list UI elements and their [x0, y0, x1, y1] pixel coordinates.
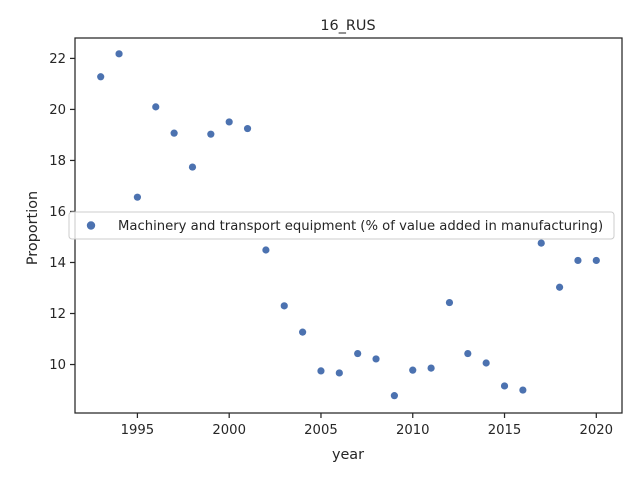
y-axis-label: Proportion	[25, 191, 41, 265]
x-tick-label: 2015	[488, 423, 522, 438]
y-tick-label: 16	[49, 205, 66, 220]
data-points	[97, 50, 600, 400]
data-point	[207, 130, 215, 138]
data-point	[500, 382, 509, 390]
legend-marker	[86, 221, 96, 230]
data-point	[354, 349, 362, 358]
data-point	[519, 386, 527, 394]
legend-box	[68, 211, 615, 240]
data-point	[390, 392, 398, 400]
data-point	[97, 73, 105, 81]
y-tick-label: 10	[49, 358, 66, 373]
data-point	[225, 118, 233, 126]
y-tick-label: 18	[49, 154, 66, 169]
data-point	[335, 369, 343, 377]
data-point	[188, 163, 197, 171]
data-point	[115, 50, 123, 58]
x-tick-label: 2005	[304, 423, 338, 438]
y-tick-label: 20	[49, 103, 66, 118]
data-point	[317, 367, 325, 375]
x-tick-label: 2000	[212, 423, 246, 438]
data-point	[482, 359, 490, 367]
x-tick-label: 1995	[121, 423, 155, 438]
x-tick-label: 2020	[580, 423, 614, 438]
data-point	[445, 298, 454, 307]
data-point	[133, 193, 142, 201]
data-point	[555, 283, 564, 291]
data-point	[262, 246, 270, 254]
legend-entry: Machinery and transport equipment (% of …	[118, 219, 603, 234]
chart-title: 16_RUS	[320, 18, 375, 34]
x-axis-label: year	[332, 447, 364, 463]
data-point	[427, 364, 435, 372]
data-point	[152, 103, 160, 111]
data-point	[409, 366, 417, 374]
data-point	[537, 239, 545, 247]
data-point	[592, 256, 600, 265]
y-tick-label: 22	[49, 52, 66, 67]
data-point	[574, 256, 582, 265]
axis-ticks: 1995 2000 2005 2010 2015 2020 10 12 14 16 18 20 22	[49, 52, 613, 438]
y-tick-label: 12	[49, 307, 66, 322]
x-tick-label: 2010	[396, 423, 430, 438]
legend: Machinery and transport equipment (% of …	[68, 211, 615, 240]
y-tick-label: 14	[49, 256, 66, 271]
data-point	[372, 355, 380, 363]
data-point	[464, 349, 472, 358]
data-point	[243, 124, 252, 133]
data-point	[280, 302, 288, 310]
data-point	[170, 129, 178, 137]
data-point	[299, 328, 307, 336]
